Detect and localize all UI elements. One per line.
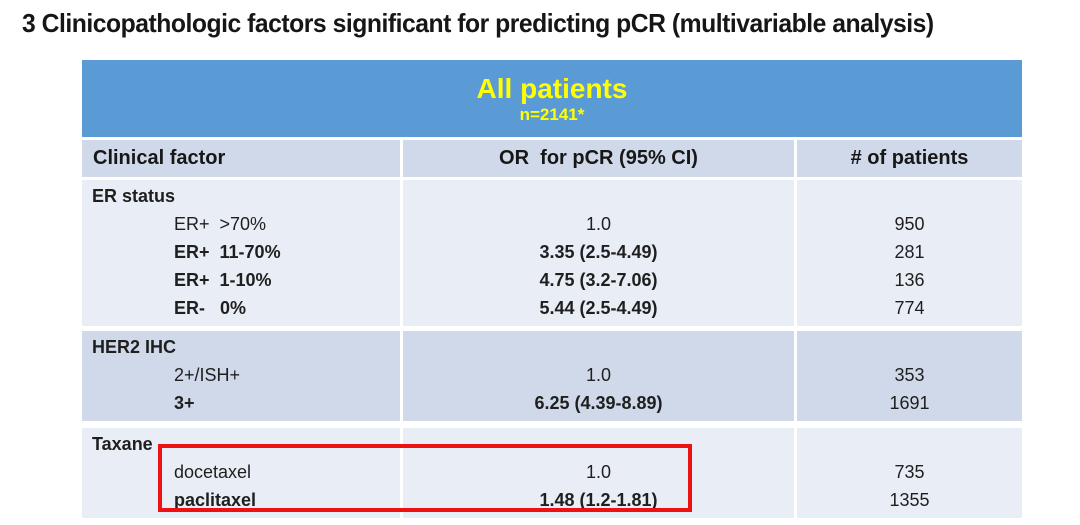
patient-count: 353 (894, 365, 925, 385)
spacer (403, 182, 794, 210)
spacer (797, 430, 1022, 458)
odds-ratio-value: 1.48 (1.2-1.81) (539, 490, 658, 510)
patients-column-cell: 950 281 136 774 (797, 180, 1022, 326)
or-column-cell: 1.0 1.48 (1.2-1.81) (403, 428, 794, 518)
column-header-row: Clinical factor OR for pCR (95% CI) # of… (82, 140, 1022, 177)
factor-value: 3+ (174, 393, 195, 413)
or-column-cell: 1.0 3.35 (2.5-4.49) 4.75 (3.2-7.06) 5.44 (2… (403, 180, 794, 326)
column-header-or-pcr: OR for pCR (95% CI) (403, 140, 794, 177)
factor-column-cell: ER status ER+ >70% ER+ 11-70% ER+ 1-10% ER- … (82, 180, 400, 326)
results-table: All patients n=2141* Clinical factor OR … (82, 60, 1022, 518)
odds-ratio-value: 3.35 (2.5-4.49) (539, 242, 658, 262)
spacer (403, 430, 794, 458)
spacer (403, 333, 794, 361)
patient-count: 735 (894, 462, 925, 482)
factor-value: ER- 0% (174, 298, 247, 318)
section-label: HER2 IHC (92, 337, 177, 357)
section-er-status: ER status ER+ >70% ER+ 11-70% ER+ 1-10% ER- … (82, 180, 1022, 326)
factor-value: ER+ >70% (174, 214, 267, 234)
patient-count: 774 (894, 298, 925, 318)
factor-value: 2+/ISH+ (174, 365, 241, 385)
patient-count: 281 (894, 242, 925, 262)
section-label: ER status (92, 186, 176, 206)
odds-ratio-value: 1.0 (585, 462, 612, 482)
factor-column-cell: HER2 IHC 2+/ISH+ 3+ (82, 331, 400, 421)
patients-column-cell: 353 1691 (797, 331, 1022, 421)
patients-column-cell: 735 1355 (797, 428, 1022, 518)
banner-subtitle: n=2141* (519, 105, 585, 124)
patient-count: 1691 (889, 393, 930, 413)
patient-count: 1355 (889, 490, 930, 510)
table-banner: All patients n=2141* (82, 60, 1022, 137)
section-label: Taxane (92, 434, 153, 454)
column-header-clinical-factor: Clinical factor (82, 140, 400, 177)
factor-value: docetaxel (174, 462, 252, 482)
page-title: 3 Clinicopathologic factors significant … (22, 8, 934, 38)
odds-ratio-value: 4.75 (3.2-7.06) (539, 270, 658, 290)
factor-value: ER+ 11-70% (174, 242, 281, 262)
odds-ratio-value: 6.25 (4.39-8.89) (534, 393, 663, 413)
factor-column-cell: Taxane docetaxel paclitaxel (82, 428, 400, 518)
column-header-num-patients: # of patients (797, 140, 1022, 177)
factor-value: paclitaxel (174, 490, 257, 510)
patient-count: 950 (894, 214, 925, 234)
banner-title: All patients (476, 73, 628, 104)
section-taxane: Taxane docetaxel paclitaxel 1.0 1.48 (1.2-1.… (82, 428, 1022, 518)
spacer (797, 333, 1022, 361)
odds-ratio-value: 5.44 (2.5-4.49) (539, 298, 658, 318)
spacer (797, 182, 1022, 210)
section-her2-ihc: HER2 IHC 2+/ISH+ 3+ 1.0 6.25 (4.39-8.89) 353 1… (82, 331, 1022, 421)
odds-ratio-value: 1.0 (585, 214, 612, 234)
odds-ratio-value: 1.0 (585, 365, 612, 385)
factor-value: ER+ 1-10% (174, 270, 272, 290)
or-column-cell: 1.0 6.25 (4.39-8.89) (403, 331, 794, 421)
table-sections: ER status ER+ >70% ER+ 11-70% ER+ 1-10% ER- … (82, 180, 1022, 518)
patient-count: 136 (894, 270, 925, 290)
